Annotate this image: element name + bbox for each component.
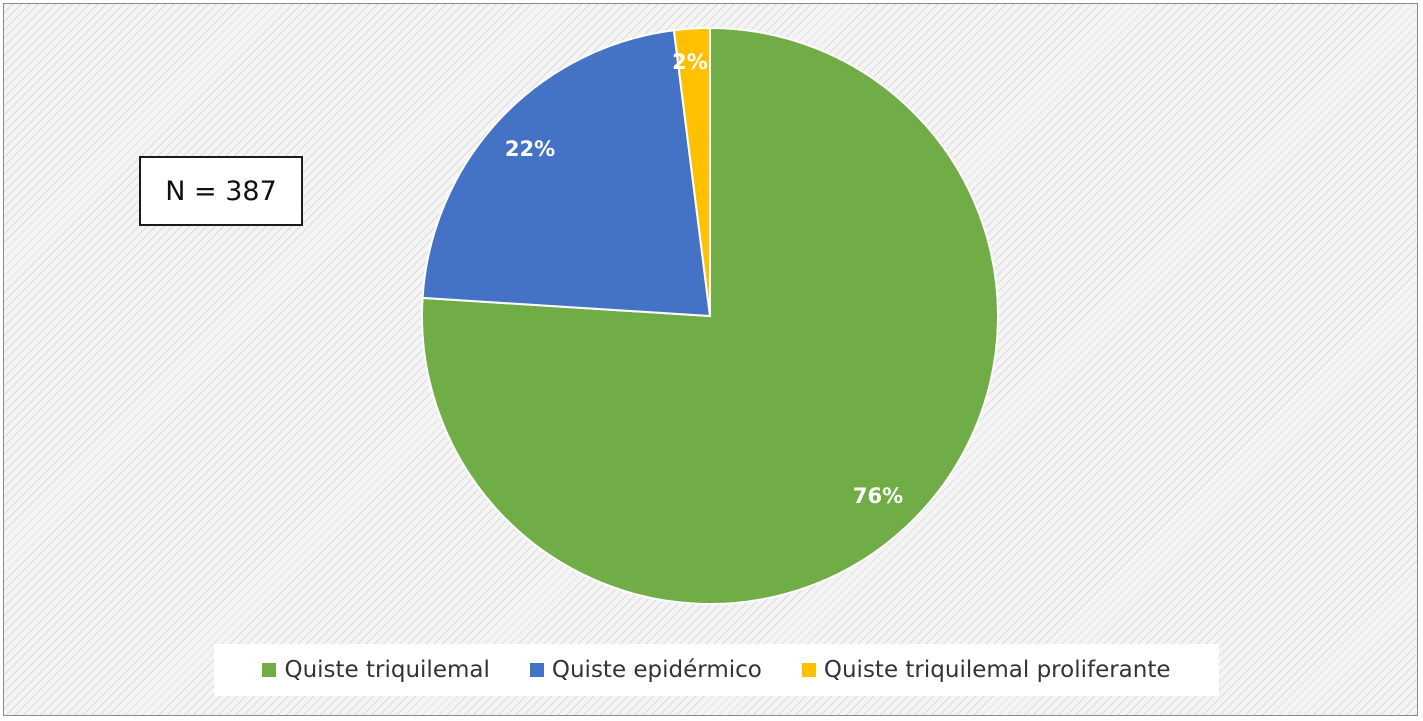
legend-swatch-epidermico <box>529 663 544 677</box>
legend: Quiste triquilemal Quiste epidérmico Qui… <box>214 644 1219 696</box>
legend-item-proliferante: Quiste triquilemal proliferante <box>801 657 1171 683</box>
legend-label-proliferante: Quiste triquilemal proliferante <box>823 657 1171 683</box>
data-label-epidermico: 22% <box>505 137 555 161</box>
sample-size-box: N = 387 <box>139 156 303 226</box>
legend-item-triquilemal: Quiste triquilemal <box>262 657 490 683</box>
legend-item-epidermico: Quiste epidérmico <box>529 657 762 683</box>
legend-swatch-proliferante <box>801 663 816 677</box>
data-label-proliferante: 2% <box>672 50 708 74</box>
sample-size-text: N = 387 <box>165 175 277 207</box>
legend-swatch-triquilemal <box>262 663 277 677</box>
legend-label-triquilemal: Quiste triquilemal <box>284 657 490 683</box>
pie-slice-epidermico <box>421 29 712 318</box>
data-label-triquilemal: 76% <box>853 484 903 508</box>
legend-label-epidermico: Quiste epidérmico <box>551 657 762 683</box>
pie-slice-proliferante <box>672 26 711 317</box>
